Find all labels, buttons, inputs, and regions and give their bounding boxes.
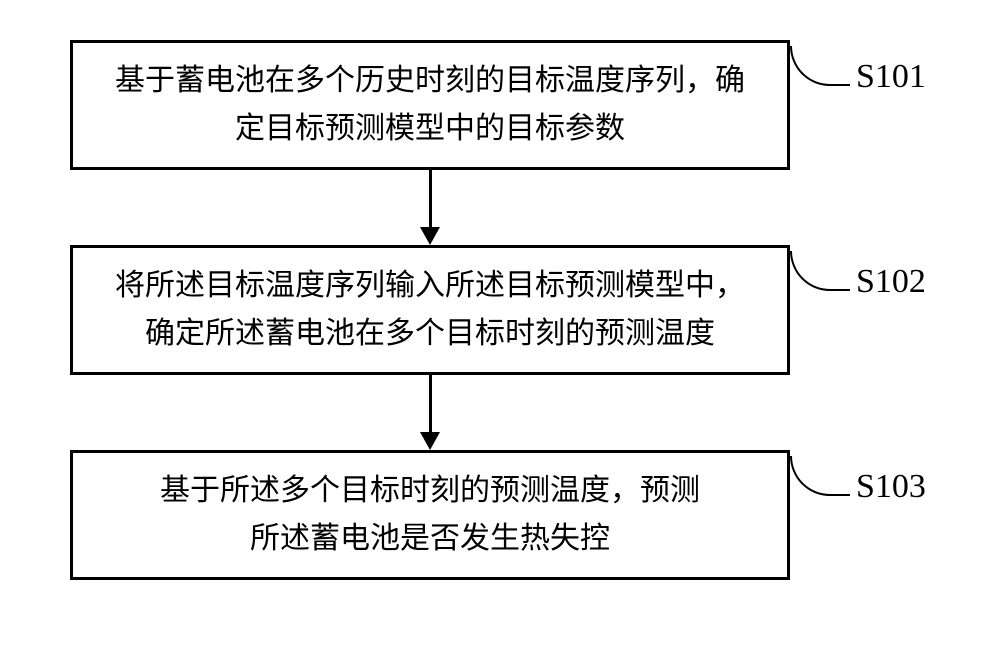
step-label-connector xyxy=(790,456,850,496)
step-label: S102 xyxy=(856,263,926,301)
flow-step-box: 基于所述多个目标时刻的预测温度，预测所述蓄电池是否发生热失控 xyxy=(70,450,790,580)
flow-arrow-head-icon xyxy=(420,227,440,245)
step-label-connector xyxy=(790,251,850,291)
step-label: S103 xyxy=(856,468,926,506)
flow-step-text: 基于所述多个目标时刻的预测温度，预测所述蓄电池是否发生热失控 xyxy=(160,467,700,563)
flow-arrow-head-icon xyxy=(420,432,440,450)
flow-arrow-line xyxy=(429,375,432,432)
step-label: S101 xyxy=(856,58,926,96)
step-label-connector xyxy=(790,46,850,86)
flow-step-text: 基于蓄电池在多个历史时刻的目标温度序列，确定目标预测模型中的目标参数 xyxy=(115,57,745,153)
flow-step-box: 将所述目标温度序列输入所述目标预测模型中，确定所述蓄电池在多个目标时刻的预测温度 xyxy=(70,245,790,375)
flow-step-box: 基于蓄电池在多个历史时刻的目标温度序列，确定目标预测模型中的目标参数 xyxy=(70,40,790,170)
flow-arrow-line xyxy=(429,170,432,227)
flow-step-text: 将所述目标温度序列输入所述目标预测模型中，确定所述蓄电池在多个目标时刻的预测温度 xyxy=(115,262,745,358)
